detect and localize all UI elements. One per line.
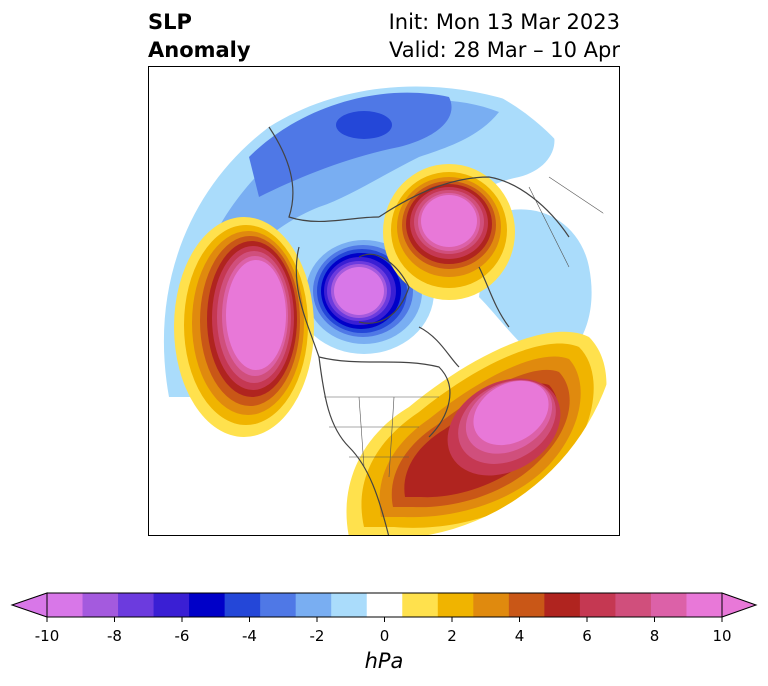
colorbar-tick-label: -6 (174, 627, 190, 645)
colorbar-segment (47, 593, 84, 617)
colorbar-segment (189, 593, 226, 617)
colorbar-extend-high (721, 592, 758, 618)
colorbar-tick-label: -4 (242, 627, 257, 645)
anomaly-map (163, 86, 610, 535)
colorbar-segment (331, 593, 368, 617)
colorbar-segment (224, 593, 261, 617)
colorbar-segment (153, 593, 190, 617)
colorbar-segment (295, 593, 332, 617)
colorbar-segment (366, 593, 403, 617)
colorbar-segment (437, 593, 474, 617)
colorbar-tick-label: 0 (379, 627, 390, 645)
russia-high (383, 164, 515, 300)
colorbar-tick-label: 10 (712, 627, 732, 645)
colorbar-tick-label: 2 (447, 627, 457, 645)
colorbar-segment (118, 593, 155, 617)
chart-title-right: Init: Mon 13 Mar 2023 Valid: 28 Mar – 10… (389, 8, 620, 64)
colorbar-tick-label: -10 (34, 627, 60, 645)
colorbar-tick-label: -2 (309, 627, 325, 645)
init-date: Init: Mon 13 Mar 2023 (388, 10, 620, 34)
valid-period: Valid: 28 Mar – 10 Apr (389, 38, 620, 62)
pacific-high (174, 217, 314, 437)
coastlines (268, 126, 570, 535)
chart-title-left: SLP Anomaly (148, 8, 251, 64)
colorbar-segment (473, 593, 510, 617)
colorbar-tick-label: 4 (514, 627, 525, 645)
colorbar-segment (579, 593, 616, 617)
colorbar-tick-label: -8 (107, 627, 122, 645)
colorbar-tick-label: 6 (582, 627, 592, 645)
colorbar-segment (650, 593, 687, 617)
colorbar-extend-low (10, 592, 48, 618)
colorbar-segment (402, 593, 439, 617)
map-panel (148, 66, 620, 536)
title-field: Anomaly (148, 38, 251, 62)
colorbar-segment (508, 593, 545, 617)
colorbar-segment (260, 593, 297, 617)
colorbar-segment (686, 593, 723, 617)
colorbar-segment (82, 593, 119, 617)
colorbar-segment (544, 593, 581, 617)
title-variable: SLP (148, 10, 192, 34)
colorbar (10, 592, 758, 622)
colorbar-segment (615, 593, 652, 617)
colorbar-tick-label: 8 (649, 627, 660, 645)
borders (324, 176, 610, 478)
colorbar-unit: hPa (364, 649, 404, 673)
